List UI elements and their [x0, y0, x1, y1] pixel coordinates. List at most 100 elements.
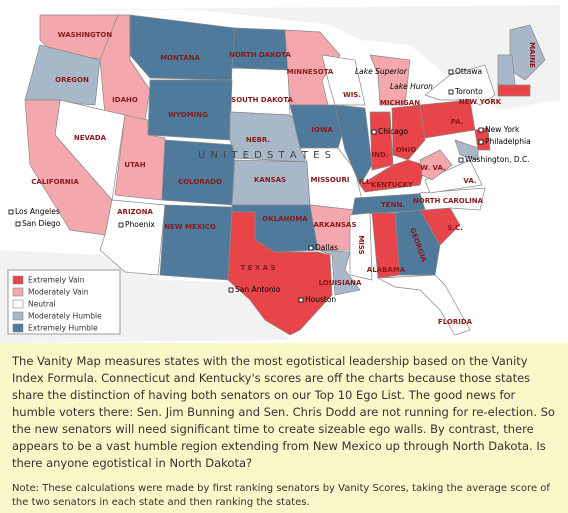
- city-marker: [15, 221, 21, 227]
- state: [229, 67, 291, 116]
- state: [369, 111, 394, 171]
- state: [497, 54, 516, 86]
- state-label: NORTH DAKOTA: [229, 51, 291, 59]
- state: [394, 209, 441, 276]
- state-label: COLORADO: [178, 178, 222, 186]
- country-label: U N I T E D S T A T E S: [198, 150, 332, 161]
- state-label: ILL.: [359, 178, 373, 186]
- place-label: New York: [485, 125, 520, 134]
- state-label: SOUTH DAKOTA: [231, 96, 293, 104]
- state-label: NEVADA: [74, 134, 107, 142]
- state-label: ALABAMA: [367, 266, 406, 274]
- state: [129, 14, 236, 81]
- state: [376, 274, 471, 336]
- city-marker: [308, 245, 314, 251]
- state: [229, 111, 306, 163]
- legend-box: [7, 269, 121, 335]
- state-label: T E X A S: [240, 264, 275, 272]
- state-label: MISS: [357, 235, 365, 254]
- city-marker: [118, 222, 124, 228]
- place-label: Lake Superior: [355, 67, 408, 76]
- city-marker: [478, 139, 484, 145]
- state-label: VA.: [463, 177, 476, 185]
- state: [114, 114, 166, 201]
- state: [424, 159, 483, 194]
- state: [474, 127, 491, 151]
- place-label: Washington, D.C.: [465, 155, 530, 164]
- state: [497, 84, 531, 97]
- state-label: WASHINGTON: [58, 31, 113, 39]
- city-marker: [458, 157, 464, 163]
- legend-label: Extremely Humble: [28, 324, 98, 333]
- legend-label: Extremely Vain: [28, 276, 85, 285]
- state: [24, 44, 101, 106]
- city-marker: [478, 127, 484, 133]
- state: [391, 104, 426, 161]
- state: [321, 54, 366, 106]
- state: [419, 187, 486, 211]
- place-label: Ottawa: [455, 67, 482, 76]
- state-label: NEW YORK: [459, 98, 502, 106]
- state-label: MONTANA: [160, 54, 200, 62]
- place-label: Lake Huron: [390, 82, 433, 91]
- city-marker: [448, 69, 454, 75]
- state-label: MAINE: [528, 42, 536, 68]
- state-label: LOUISIANA: [319, 279, 362, 287]
- state: [147, 79, 233, 141]
- city-marker: [298, 297, 304, 303]
- city-marker: [371, 129, 377, 135]
- us-map: WASHINGTON OREGON IDAHO MONTANA NORTH DAKOTA…: [0, 5, 560, 343]
- place-label: Philadelphia: [485, 137, 531, 146]
- state: [289, 104, 346, 149]
- states: [24, 14, 546, 336]
- state-label: WIS.: [343, 91, 361, 99]
- state-label: MICHIGAN: [380, 99, 420, 107]
- legend-swatch: [12, 287, 24, 297]
- place-label: Phoenix: [125, 220, 155, 229]
- legend-swatch: [12, 299, 24, 309]
- state: [369, 54, 411, 106]
- place-label: San Antonio: [235, 285, 281, 294]
- city-marker: [8, 209, 14, 215]
- state-label: WYOMING: [168, 111, 208, 119]
- caption-note: Note: These calculations were made by fi…: [12, 483, 550, 508]
- place-label: San Diego: [22, 219, 61, 228]
- state-label: IND.: [372, 151, 389, 159]
- state-label: MISSOURI: [311, 176, 350, 184]
- state-label: MINNESOTA: [287, 68, 334, 76]
- state-label: NEW MEXICO: [164, 223, 216, 231]
- legend-label: Moderately Humble: [28, 312, 102, 321]
- caption-paragraph: The Vanity Map measures states with the …: [12, 354, 555, 470]
- state: [424, 64, 496, 106]
- state-label: S.C.: [447, 224, 463, 232]
- state-label: IDAHO: [112, 96, 138, 104]
- place-label: Los Angeles: [15, 207, 60, 216]
- canada: [30, 5, 560, 110]
- state-label: PA.: [451, 118, 464, 126]
- state-label: ARIZONA: [117, 208, 153, 216]
- state: [159, 204, 233, 281]
- state-label: KANSAS: [254, 176, 286, 184]
- place-label: Dallas: [315, 243, 338, 252]
- legend-swatch: [12, 275, 24, 285]
- state: [419, 149, 453, 181]
- caption: The Vanity Map measures states with the …: [0, 343, 568, 513]
- legend-label: Moderately Vain: [28, 288, 89, 297]
- state-label: FLORIDA: [438, 318, 473, 326]
- state-label: NORTH CAROLINA: [413, 197, 484, 205]
- state-label: W. VA.: [420, 164, 445, 172]
- city-marker: [448, 89, 454, 95]
- state-label: CALIFORNIA: [31, 178, 79, 186]
- state-label: KENTUCKY: [371, 181, 414, 189]
- labels: WASHINGTON OREGON IDAHO MONTANA NORTH DAKOTA…: [8, 31, 536, 326]
- state-label: NEBR.: [246, 136, 270, 144]
- state-label: IOWA: [311, 126, 333, 134]
- city-marker: [228, 287, 234, 293]
- state-label: TENN.: [381, 201, 405, 209]
- state: [349, 212, 373, 281]
- place-label: Toronto: [454, 87, 483, 96]
- state: [454, 139, 479, 161]
- state-label: UTAH: [124, 161, 145, 169]
- legend-swatch: [12, 323, 24, 333]
